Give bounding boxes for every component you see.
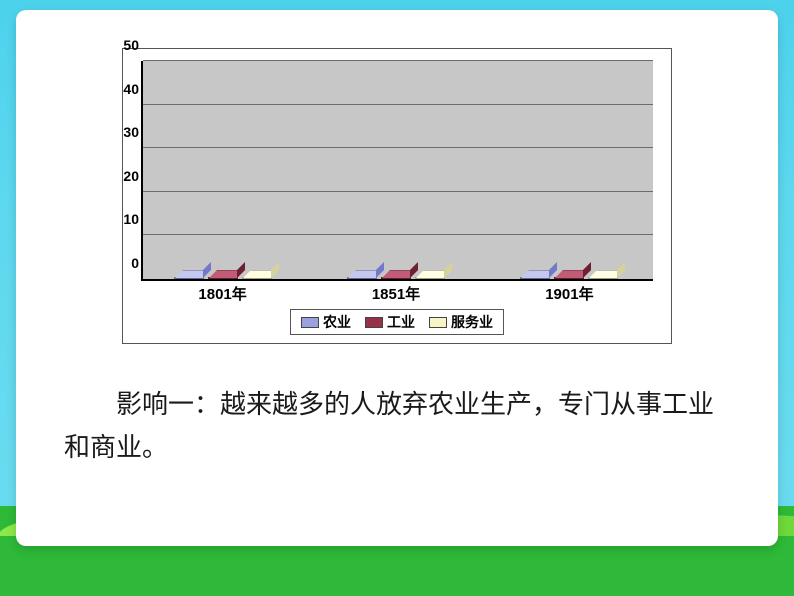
legend-label: 工业 [387, 312, 415, 332]
gridline [143, 147, 653, 148]
x-tick-label: 1851年 [372, 283, 420, 304]
legend-swatch [301, 317, 319, 328]
legend-item: 农业 [301, 312, 351, 332]
content-card: 0 10 20 30 40 50 1801年 1851年 1901年 农业 工业 服务业 影响一：越… [16, 10, 778, 546]
gridline [143, 60, 653, 61]
chart-legend: 农业 工业 服务业 [290, 309, 504, 335]
bar [415, 277, 445, 279]
bar [554, 277, 584, 279]
bar-group: 1801年 [174, 277, 272, 279]
bar [381, 277, 411, 279]
bar-group: 1851年 [347, 277, 445, 279]
bar-side-face [271, 262, 279, 278]
legend-item: 工业 [365, 312, 415, 332]
bar [208, 277, 238, 279]
bar [588, 277, 618, 279]
bar-side-face [237, 262, 245, 278]
caption-text: 影响一：越来越多的人放弃农业生产，专门从事工业和商业。 [56, 384, 738, 470]
x-tick-label: 1801年 [198, 283, 246, 304]
legend-label: 服务业 [451, 312, 493, 332]
bar [347, 277, 377, 279]
chart-container: 010203040501801年1851年1901年 农业工业服务业 [122, 48, 672, 344]
bar-group: 1901年 [520, 277, 618, 279]
gridline [143, 234, 653, 235]
bar [242, 277, 272, 279]
bar [174, 277, 204, 279]
y-tick-label: 30 [109, 124, 139, 140]
caption-indent [64, 390, 116, 419]
y-tick-label: 20 [109, 168, 139, 184]
legend-item: 服务业 [429, 312, 493, 332]
gridline [143, 104, 653, 105]
legend-swatch [365, 317, 383, 328]
bar-side-face [203, 262, 211, 278]
legend-swatch [429, 317, 447, 328]
chart-plot-area: 010203040501801年1851年1901年 [141, 61, 653, 281]
y-tick-label: 0 [109, 255, 139, 271]
y-tick-label: 10 [109, 211, 139, 227]
bar-side-face [444, 262, 452, 278]
bar-side-face [617, 262, 625, 278]
gridline [143, 191, 653, 192]
legend-label: 农业 [323, 312, 351, 332]
x-tick-label: 1901年 [545, 283, 593, 304]
bar [520, 277, 550, 279]
y-tick-label: 40 [109, 81, 139, 97]
legend-container: 农业 工业 服务业 [141, 309, 653, 335]
caption-body: 影响一：越来越多的人放弃农业生产，专门从事工业和商业。 [64, 390, 714, 462]
y-tick-label: 50 [109, 37, 139, 53]
